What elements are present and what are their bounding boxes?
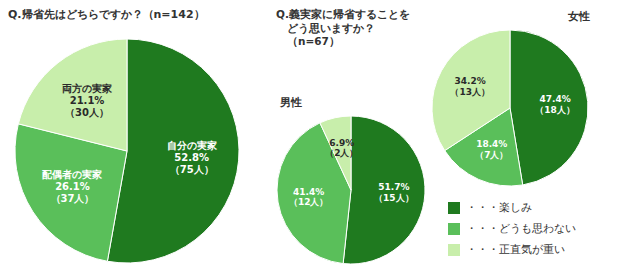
html-text:女性: 女性: [568, 10, 590, 23]
svg-text:6.9%（2人）: 6.9%（2人）: [325, 138, 358, 159]
svg-text:自分の実家52.8%（75人）: 自分の実家52.8%（75人）: [167, 139, 217, 174]
svg-text:18.4%（7人）: 18.4%（7人）: [475, 139, 508, 160]
svg-text:配偶者の実家26.1%（37人）: 配偶者の実家26.1%（37人）: [42, 169, 102, 204]
html-text:男性: 男性: [280, 96, 302, 109]
svg-text:47.4%（18人）: 47.4%（18人）: [535, 94, 575, 115]
html-text:・・・楽しみ: ・・・楽しみ: [466, 201, 532, 214]
svg-text:41.4%（12人）: 41.4%（12人）: [289, 187, 329, 208]
svg-text:34.2%（13人）: 34.2%（13人）: [450, 76, 490, 97]
svg-text:両方の実家21.1%（30人）: 両方の実家21.1%（30人）: [62, 82, 112, 117]
html-text:Q.義実家に帰省することを どう思いますか？ （n=67）: Q.義実家に帰省することを どう思いますか？ （n=67）: [276, 8, 410, 48]
svg-text:51.7%（15人）: 51.7%（15人）: [374, 182, 414, 203]
html-text:Q.帰省先はどちらですか？（n=142）: Q.帰省先はどちらですか？（n=142）: [8, 8, 205, 21]
html-text:・・・どうも思わない: ・・・どうも思わない: [466, 222, 576, 235]
html-text:・・・正直気が重い: ・・・正直気が重い: [466, 243, 565, 256]
